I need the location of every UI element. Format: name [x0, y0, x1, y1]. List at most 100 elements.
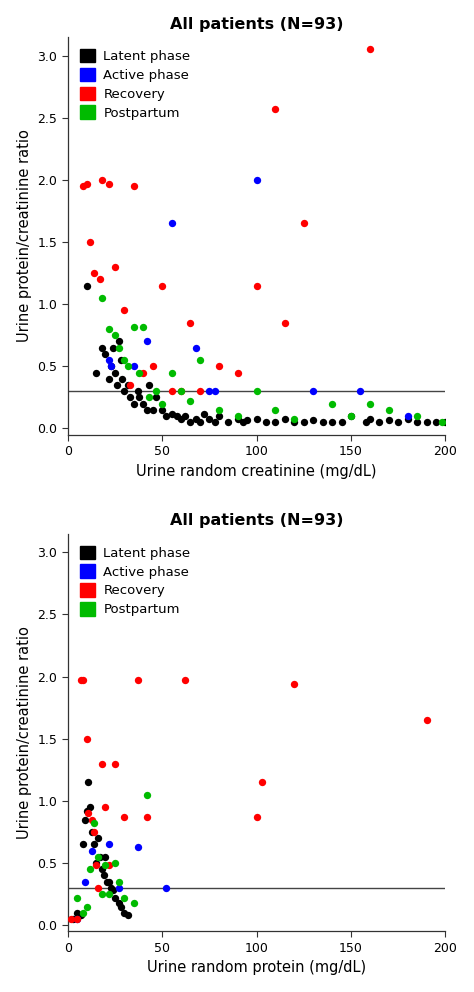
- Point: [92, 855, 100, 871]
- Point: [423, 712, 430, 728]
- Point: [111, 365, 118, 381]
- Point: [162, 880, 170, 896]
- Point: [196, 415, 204, 431]
- Point: [234, 411, 241, 427]
- Point: [101, 346, 109, 362]
- Point: [124, 377, 132, 393]
- Legend: Latent phase, Active phase, Recovery, Postpartum: Latent phase, Active phase, Recovery, Po…: [74, 541, 196, 622]
- Point: [158, 402, 166, 418]
- Point: [124, 358, 132, 374]
- Point: [149, 402, 156, 418]
- Point: [85, 775, 92, 791]
- Point: [105, 874, 113, 890]
- Point: [92, 857, 100, 873]
- Point: [404, 411, 411, 427]
- Point: [385, 412, 392, 428]
- Point: [94, 880, 101, 896]
- Point: [109, 883, 117, 899]
- Point: [328, 396, 336, 412]
- Point: [253, 172, 260, 187]
- Point: [206, 383, 213, 399]
- Point: [253, 411, 260, 427]
- Point: [130, 358, 137, 374]
- Point: [105, 857, 113, 873]
- Point: [413, 408, 421, 424]
- Point: [215, 358, 222, 374]
- Point: [187, 415, 194, 431]
- Point: [105, 176, 113, 191]
- Point: [107, 880, 115, 896]
- Point: [111, 890, 118, 906]
- Point: [89, 842, 96, 858]
- Point: [149, 358, 156, 374]
- Point: [107, 358, 115, 374]
- Point: [111, 756, 118, 772]
- Point: [215, 408, 222, 424]
- Point: [90, 815, 98, 831]
- Point: [211, 415, 219, 431]
- Point: [253, 809, 260, 825]
- Point: [83, 731, 91, 747]
- Point: [81, 811, 89, 827]
- Point: [70, 911, 77, 927]
- Point: [272, 415, 279, 431]
- Point: [177, 383, 185, 399]
- Point: [134, 839, 141, 855]
- Point: [143, 333, 151, 349]
- Title: All patients (N=93): All patients (N=93): [170, 514, 343, 529]
- Y-axis label: Urine protein/creatinine ratio: Urine protein/creatinine ratio: [17, 129, 32, 342]
- Point: [90, 824, 98, 840]
- Point: [124, 908, 132, 924]
- Point: [107, 358, 115, 374]
- Point: [310, 383, 317, 399]
- Point: [162, 408, 170, 424]
- Point: [130, 179, 137, 194]
- Point: [196, 383, 204, 399]
- Point: [177, 383, 185, 399]
- Legend: Latent phase, Active phase, Recovery, Postpartum: Latent phase, Active phase, Recovery, Po…: [74, 44, 196, 125]
- Point: [243, 412, 251, 428]
- Point: [101, 800, 109, 815]
- Point: [134, 673, 141, 688]
- Point: [153, 390, 160, 406]
- Point: [281, 411, 289, 427]
- Point: [347, 408, 355, 424]
- Point: [73, 911, 81, 927]
- Point: [115, 874, 122, 890]
- Point: [130, 895, 137, 911]
- Point: [115, 880, 122, 896]
- Point: [438, 415, 446, 431]
- Point: [117, 352, 124, 368]
- Point: [130, 318, 137, 334]
- Point: [143, 402, 151, 418]
- Point: [234, 408, 241, 424]
- Title: All patients (N=93): All patients (N=93): [170, 17, 343, 32]
- Point: [79, 836, 87, 852]
- Point: [81, 874, 89, 890]
- Point: [224, 415, 232, 431]
- Point: [272, 402, 279, 418]
- Point: [291, 415, 298, 431]
- Point: [272, 101, 279, 117]
- Point: [113, 377, 120, 393]
- Point: [215, 402, 222, 418]
- Point: [158, 396, 166, 412]
- Point: [423, 415, 430, 431]
- Point: [126, 377, 134, 393]
- Point: [192, 339, 200, 355]
- Point: [262, 415, 270, 431]
- Point: [105, 371, 113, 387]
- Point: [181, 408, 189, 424]
- Point: [117, 899, 124, 915]
- Point: [258, 775, 266, 791]
- Point: [89, 811, 96, 827]
- Point: [187, 314, 194, 330]
- Point: [98, 886, 105, 902]
- Point: [337, 415, 345, 431]
- Point: [281, 314, 289, 330]
- Point: [101, 849, 109, 865]
- Point: [105, 321, 113, 337]
- Point: [356, 383, 364, 399]
- Point: [196, 352, 204, 368]
- Point: [98, 861, 105, 877]
